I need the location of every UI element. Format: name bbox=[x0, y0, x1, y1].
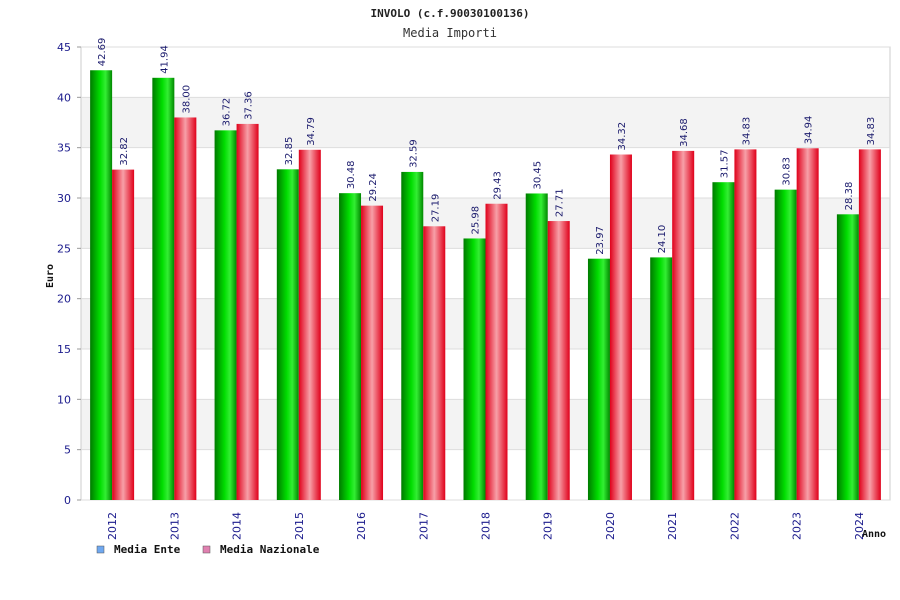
data-label: 27.71 bbox=[555, 188, 566, 217]
bar-media-ente-2020 bbox=[587, 258, 610, 500]
data-label: 31.57 bbox=[719, 150, 730, 179]
x-tick-label: 2023 bbox=[791, 512, 804, 540]
data-label: 30.48 bbox=[346, 161, 357, 190]
y-tick-label: 10 bbox=[57, 393, 71, 406]
bar-media-nazionale-2018 bbox=[485, 203, 508, 500]
data-label: 34.83 bbox=[866, 117, 877, 146]
x-tick-label: 2024 bbox=[853, 512, 866, 540]
bar-media-ente-2019 bbox=[525, 193, 548, 500]
y-axis-label: Euro bbox=[45, 264, 56, 288]
x-axis-ticks: 2012 2013 2014 2015 2016 2017 2018 2019 2020 2021… bbox=[106, 512, 866, 540]
bar-media-nazionale-2013 bbox=[174, 117, 197, 500]
bar-media-ente-2018 bbox=[463, 238, 486, 500]
bar-media-ente-2022 bbox=[712, 182, 735, 501]
x-tick-label: 2017 bbox=[417, 512, 430, 540]
data-label: 34.94 bbox=[804, 116, 815, 145]
x-tick-label: 2013 bbox=[168, 512, 181, 540]
data-label: 25.98 bbox=[471, 206, 482, 235]
data-label: 29.43 bbox=[493, 171, 504, 200]
bar-media-nazionale-2017 bbox=[423, 226, 446, 500]
bar-media-ente-2021 bbox=[650, 257, 673, 500]
x-tick-label: 2018 bbox=[480, 512, 493, 540]
data-label: 27.19 bbox=[430, 194, 441, 223]
legend-swatch-media-ente bbox=[96, 545, 105, 554]
bar-media-ente-2015 bbox=[276, 169, 299, 500]
y-tick-label: 40 bbox=[57, 91, 71, 104]
y-tick-label: 0 bbox=[64, 494, 71, 507]
bar-media-ente-2016 bbox=[339, 193, 362, 500]
y-tick-label: 15 bbox=[57, 343, 71, 356]
bar-media-ente-2014 bbox=[214, 130, 237, 501]
data-label: 42.69 bbox=[97, 38, 108, 67]
y-tick-label: 35 bbox=[57, 142, 71, 155]
data-label: 32.59 bbox=[408, 139, 419, 168]
y-tick-label: 45 bbox=[57, 41, 71, 54]
data-label: 23.97 bbox=[595, 226, 606, 255]
bar-media-nazionale-2016 bbox=[361, 205, 384, 500]
data-label: 30.45 bbox=[533, 161, 544, 190]
bar-media-ente-2024 bbox=[836, 214, 859, 501]
bar-media-ente-2012 bbox=[90, 70, 113, 500]
y-tick-label: 20 bbox=[57, 293, 71, 306]
bar-media-ente-2013 bbox=[152, 77, 175, 500]
data-label: 24.10 bbox=[657, 225, 668, 254]
bar-media-nazionale-2019 bbox=[547, 221, 570, 500]
x-tick-label: 2012 bbox=[106, 512, 119, 540]
plot-band bbox=[81, 97, 890, 148]
plot-band bbox=[81, 47, 890, 98]
legend-label-media-ente: Media Ente bbox=[114, 543, 181, 556]
data-label: 34.68 bbox=[679, 118, 690, 147]
y-axis-ticks: 0 5 10 15 20 25 30 35 40 45 bbox=[57, 41, 81, 507]
data-label: 37.36 bbox=[244, 91, 255, 120]
data-label: 34.79 bbox=[306, 117, 317, 146]
x-tick-label: 2019 bbox=[542, 512, 555, 540]
bar-media-nazionale-2015 bbox=[298, 149, 321, 500]
bar-media-ente-2023 bbox=[774, 189, 797, 501]
data-label: 41.94 bbox=[159, 45, 170, 74]
data-label: 28.38 bbox=[844, 182, 855, 211]
data-label: 34.83 bbox=[741, 117, 752, 146]
data-labels: 42.69 32.82 41.94 38.00 36.72 37.36 32.85 34.79… bbox=[97, 38, 877, 255]
bar-media-nazionale-2012 bbox=[112, 169, 135, 500]
data-label: 34.32 bbox=[617, 122, 628, 151]
x-tick-label: 2015 bbox=[293, 512, 306, 540]
data-label: 38.00 bbox=[181, 85, 192, 114]
bars bbox=[90, 70, 881, 501]
x-tick-label: 2022 bbox=[728, 512, 741, 540]
x-tick-label: 2014 bbox=[231, 512, 244, 540]
bar-media-nazionale-2024 bbox=[858, 149, 881, 501]
bar-media-nazionale-2023 bbox=[796, 148, 819, 500]
x-tick-label: 2016 bbox=[355, 512, 368, 540]
y-tick-label: 25 bbox=[57, 242, 71, 255]
legend: Media Ente Media Nazionale bbox=[96, 543, 320, 556]
legend-swatch-media-nazionale bbox=[202, 545, 211, 554]
chart-subtitle: Media Importi bbox=[403, 26, 497, 40]
x-axis-label: Anno bbox=[862, 529, 886, 540]
data-label: 32.82 bbox=[119, 137, 130, 166]
data-label: 32.85 bbox=[284, 137, 295, 166]
y-tick-label: 30 bbox=[57, 192, 71, 205]
data-label: 30.83 bbox=[782, 157, 793, 186]
plot-band bbox=[81, 147, 890, 198]
data-label: 36.72 bbox=[222, 98, 233, 127]
data-label: 29.24 bbox=[368, 173, 379, 202]
y-tick-label: 5 bbox=[64, 444, 71, 457]
bar-media-nazionale-2021 bbox=[672, 150, 695, 500]
x-tick-label: 2021 bbox=[666, 512, 679, 540]
bar-media-nazionale-2022 bbox=[734, 149, 757, 501]
bar-media-nazionale-2020 bbox=[609, 154, 632, 500]
bar-media-nazionale-2014 bbox=[236, 123, 259, 500]
x-tick-label: 2020 bbox=[604, 512, 617, 540]
legend-label-media-nazionale: Media Nazionale bbox=[220, 543, 320, 556]
bar-media-ente-2017 bbox=[401, 171, 424, 500]
chart-title: INVOLO (c.f.90030100136) bbox=[371, 7, 530, 20]
